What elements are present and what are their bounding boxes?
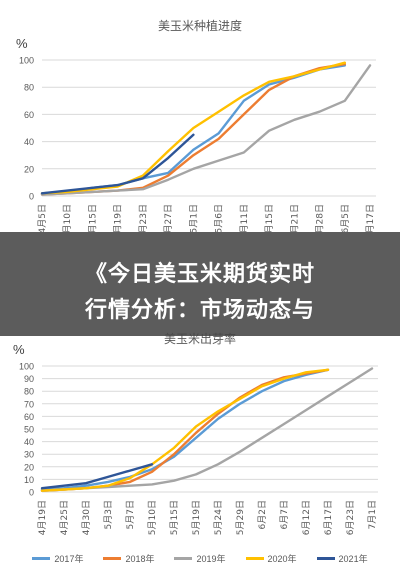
y-tick-label: 80	[24, 83, 34, 93]
y-tick-label: 0	[29, 192, 34, 202]
y-unit-label: %	[16, 36, 28, 51]
y-tick-label: 100	[19, 56, 34, 66]
legend-swatch	[174, 556, 193, 560]
x-tick-label: 6月23日	[345, 500, 356, 535]
y-tick-label: 20	[24, 164, 34, 174]
headline-banner: 《今日美玉米期货实时 行情分析：市场动态与	[0, 232, 400, 336]
legend-swatch	[245, 556, 264, 560]
series-line-2021	[40, 133, 195, 195]
y-tick-label: 30	[24, 450, 34, 460]
x-tick-label: 5月19日	[191, 500, 202, 535]
y-tick-label: 10	[24, 475, 34, 485]
x-tick-label: 6月17日	[365, 204, 376, 232]
chart-legend: 2017年 2018年 2019年 2020年 2021年	[0, 549, 400, 567]
legend-label: 2017年	[54, 553, 84, 564]
x-tick-label: 4月15日	[87, 204, 98, 232]
planting-progress-plot: 0 20 40 60 80 100 4月5日 4月10日 4月15日 4月19日 4月23日 4月27…	[19, 56, 376, 232]
legend-item-2019: 2019年	[174, 552, 226, 565]
y-tick-label: 90	[24, 374, 34, 384]
series-line-2021	[40, 463, 154, 490]
headline-line-1: 《今日美玉米期货实时	[84, 262, 315, 287]
legend-label: 2021年	[338, 553, 368, 564]
x-tick-label: 4月23日	[138, 204, 149, 232]
chart-title: 美玉米种植进度	[157, 19, 242, 33]
x-tick-label: 5月15日	[264, 204, 275, 232]
x-tick-label: 4月5日	[37, 204, 48, 232]
series-line-2017	[40, 368, 330, 491]
y-tick-label: 70	[24, 399, 34, 409]
legend-item-2018: 2018年	[103, 552, 154, 565]
legend-item-2017: 2017年	[32, 552, 83, 565]
x-tick-label: 5月21日	[289, 204, 300, 232]
legend-swatch	[32, 556, 51, 560]
legend-swatch	[316, 556, 335, 560]
emergence-rate-plot: 0 10 20 30 40 50 60 70 80 90 100 4月19日 4月25日 4月30日 5月3…	[19, 362, 378, 535]
y-tick-label: 50	[24, 425, 34, 435]
x-tick-label: 5月3日	[103, 500, 114, 529]
x-tick-label: 5月10日	[147, 500, 158, 535]
x-tick-label: 5月24日	[213, 500, 224, 535]
series-line-2019	[40, 64, 372, 196]
planting-progress-chart: 0 20 40 60 80 100 4月5日 4月10日 4月15日 4月19日 4月23日 4月27…	[0, 0, 400, 232]
y-tick-label: 80	[24, 387, 34, 397]
x-tick-label: 6月7日	[279, 500, 290, 529]
legend-label: 2019年	[196, 553, 226, 564]
y-tick-label: 20	[24, 462, 34, 472]
x-tick-label: 5月29日	[235, 500, 246, 535]
y-tick-label: 0	[29, 488, 34, 498]
series-line-2018	[40, 368, 330, 492]
series-line-2020	[40, 61, 346, 195]
x-tick-label: 4月30日	[81, 500, 92, 535]
legend-item-2021: 2021年	[316, 552, 368, 565]
x-tick-label: 6月2日	[257, 500, 268, 529]
x-tick-label: 6月5日	[340, 204, 351, 232]
x-tick-label: 5月11日	[239, 204, 250, 232]
x-tick-label: 6月17日	[323, 500, 334, 535]
legend-swatch	[103, 556, 122, 560]
legend-label: 2018年	[125, 553, 155, 564]
y-unit-label: %	[13, 342, 25, 357]
x-tick-label: 5月7日	[125, 500, 136, 529]
x-tick-label: 5月28日	[315, 204, 326, 232]
x-tick-label: 4月10日	[62, 204, 73, 232]
y-tick-label: 100	[19, 362, 34, 372]
x-tick-label: 4月19日	[113, 204, 124, 232]
x-tick-label: 4月25日	[59, 500, 70, 535]
series-line-2020	[40, 368, 330, 492]
x-tick-label: 7月1日	[367, 500, 378, 529]
x-tick-label: 5月1日	[188, 204, 199, 232]
y-tick-label: 60	[24, 110, 34, 120]
x-tick-label: 5月15日	[169, 500, 180, 535]
x-tick-label: 5月6日	[214, 204, 225, 232]
legend-item-2020: 2020年	[245, 552, 297, 565]
x-tick-label: 4月27日	[163, 204, 174, 232]
y-tick-label: 40	[24, 437, 34, 447]
emergence-rate-chart: 0 10 20 30 40 50 60 70 80 90 100 4月19日 4月25日 4月30日 5月3…	[0, 332, 400, 579]
y-tick-label: 60	[24, 412, 34, 422]
headline-line-2: 行情分析：市场动态与	[84, 298, 315, 323]
legend-label: 2020年	[267, 553, 297, 564]
x-tick-label: 6月12日	[301, 500, 312, 535]
y-tick-label: 40	[24, 137, 34, 147]
x-tick-label: 4月19日	[37, 500, 48, 535]
